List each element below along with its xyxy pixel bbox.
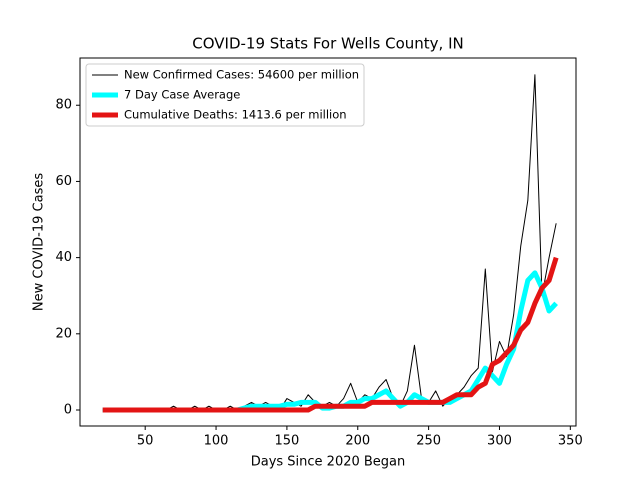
legend-label: 7 Day Case Average (124, 88, 240, 102)
legend-label: Cumulative Deaths: 1413.6 per million (124, 108, 347, 122)
chart-title: COVID-19 Stats For Wells County, IN (192, 35, 464, 53)
legend-label: New Confirmed Cases: 54600 per million (124, 68, 359, 82)
data-line (102, 256, 559, 413)
legend-box (85, 63, 365, 127)
y-tick-label: 40 (55, 250, 72, 265)
y-axis-label: New COVID-19 Cases (32, 173, 47, 311)
y-tick-label: 0 (64, 403, 72, 418)
plot-frame (79, 57, 577, 427)
x-tick-label: 100 (204, 434, 229, 449)
x-tick-label: 300 (487, 434, 512, 449)
y-tick-label: 20 (55, 326, 72, 341)
x-axis-label: Days Since 2020 Began (251, 455, 406, 470)
x-tick-label: 50 (137, 434, 154, 449)
x-tick-label: 150 (274, 434, 299, 449)
y-tick-label: 60 (55, 174, 72, 189)
x-tick-label: 350 (558, 434, 583, 449)
x-tick-label: 200 (345, 434, 370, 449)
x-tick-label: 250 (416, 434, 441, 449)
y-tick-label: 80 (55, 98, 72, 113)
